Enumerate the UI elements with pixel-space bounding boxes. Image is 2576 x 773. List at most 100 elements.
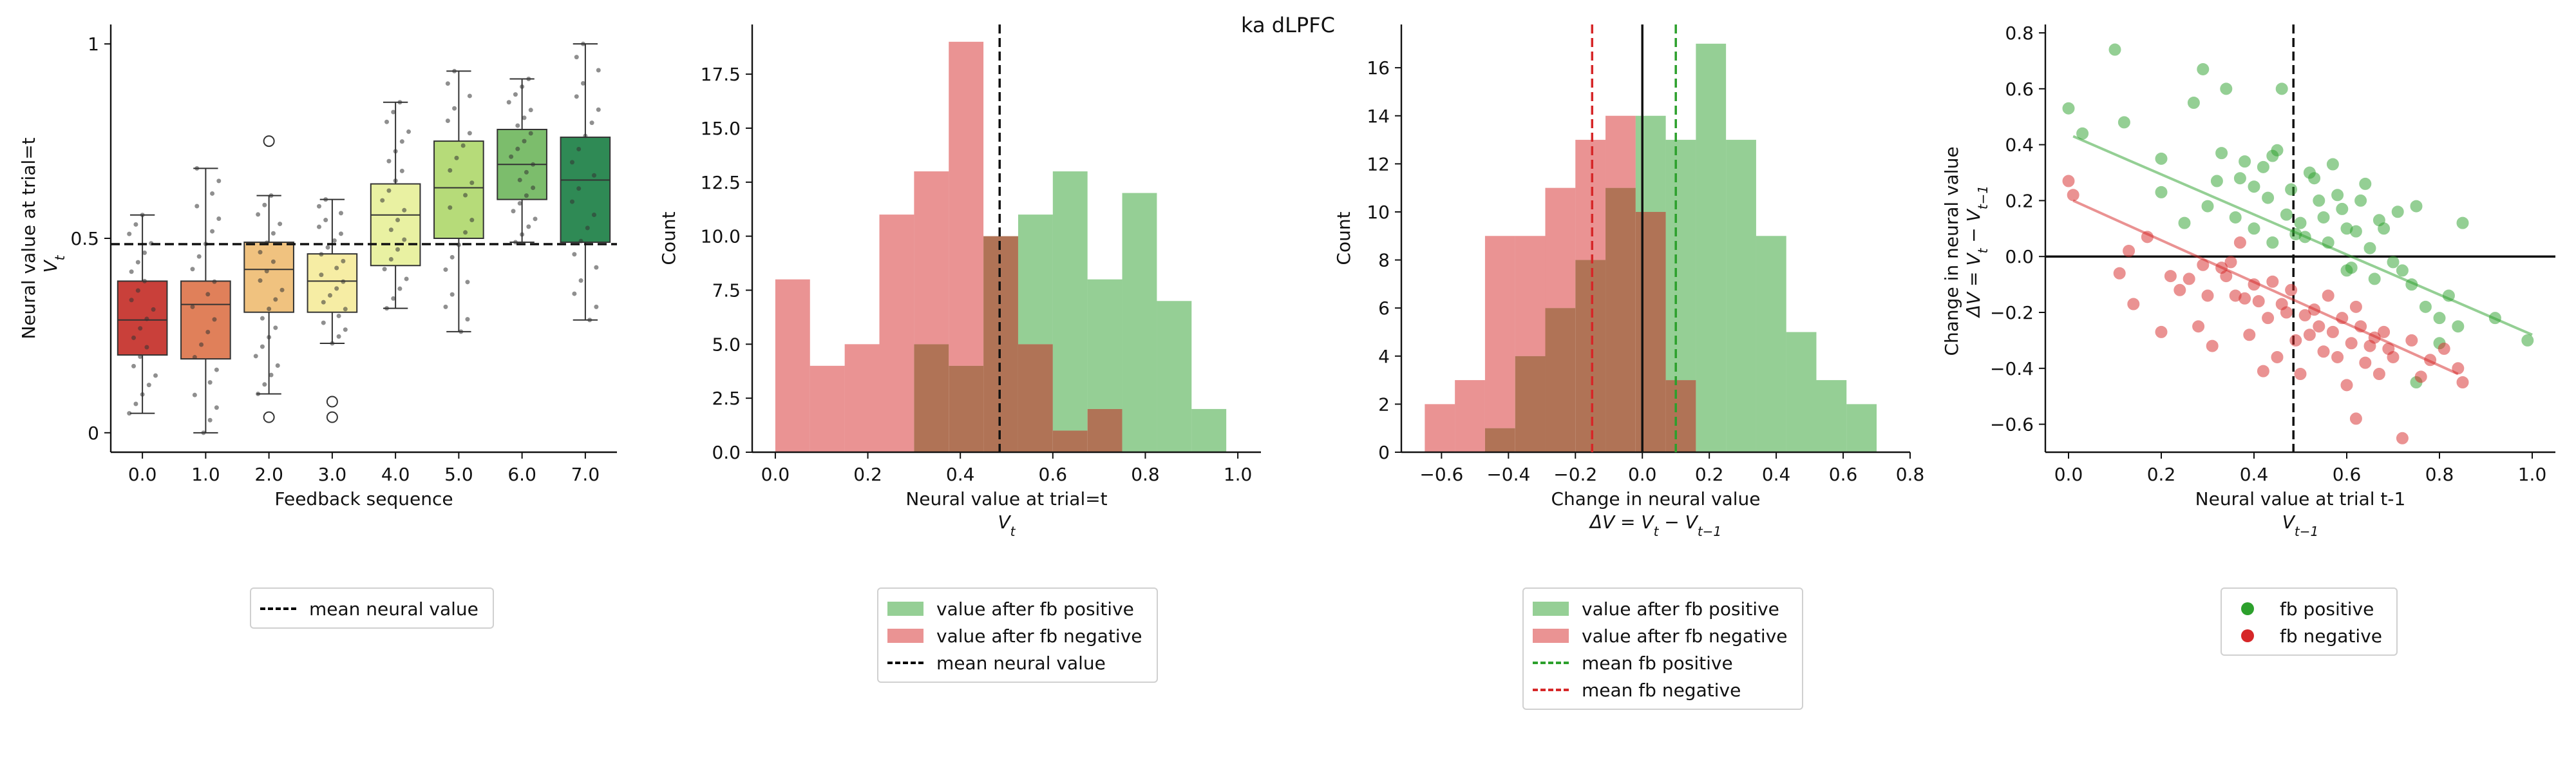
- legend-item-mean-positive: mean fb positive: [1533, 649, 1788, 676]
- x-tick-label: 6.0: [507, 464, 536, 485]
- data-point: [450, 292, 455, 297]
- outlier: [326, 411, 338, 423]
- data-point: [264, 269, 269, 274]
- y-axis-label: Count: [1333, 211, 1354, 265]
- overlap-bar: [1605, 187, 1636, 452]
- overlap-bar: [1665, 380, 1696, 452]
- data-point: [463, 230, 468, 235]
- data-point: [279, 287, 285, 292]
- data-point: [260, 316, 265, 321]
- positive-point: [2308, 172, 2321, 185]
- data-point: [467, 131, 472, 136]
- data-point: [506, 100, 511, 105]
- negative-point: [2206, 339, 2219, 352]
- data-point: [338, 211, 343, 216]
- data-point: [576, 146, 582, 151]
- data-point: [520, 232, 525, 237]
- data-point: [578, 278, 583, 283]
- value-histogram-legend: value after fb positive value after fb n…: [877, 587, 1158, 683]
- data-point: [140, 213, 145, 218]
- positive-point: [2354, 194, 2367, 207]
- data-point: [515, 123, 520, 128]
- y-axis-label-math: Vt: [40, 254, 68, 272]
- data-point: [448, 205, 453, 210]
- overlap-bar: [914, 344, 949, 452]
- y-tick-label: 10.0: [701, 226, 741, 247]
- data-point: [382, 267, 387, 272]
- positive-point: [2521, 334, 2534, 347]
- data-point: [196, 254, 202, 259]
- positive-point: [2248, 180, 2260, 193]
- data-point: [316, 224, 321, 229]
- negative-point: [2280, 306, 2293, 319]
- positive-point: [2326, 158, 2339, 171]
- data-point: [127, 231, 132, 236]
- data-point: [336, 334, 341, 339]
- y-tick-label: 12.5: [701, 172, 741, 193]
- data-point: [212, 279, 217, 284]
- negative-bar: [1545, 187, 1576, 309]
- positive-point: [2262, 191, 2275, 204]
- data-point: [216, 216, 222, 222]
- data-point: [334, 265, 339, 271]
- x-axis-label-math: ΔV = Vt − Vt−1: [1589, 511, 1721, 539]
- data-point: [528, 131, 533, 136]
- data-point: [465, 317, 470, 322]
- data-point: [321, 300, 326, 305]
- negative-point: [2224, 256, 2237, 269]
- box: [433, 140, 484, 239]
- x-axis-label: Neural value at trial=t: [905, 488, 1107, 510]
- data-point: [323, 197, 328, 202]
- negative-point: [2317, 345, 2330, 358]
- y-axis-label-math: ΔV = Vt − Vt−1: [1963, 186, 1991, 318]
- data-point: [205, 329, 211, 334]
- y-tick-label: 4: [1378, 346, 1390, 367]
- positive-point: [2336, 202, 2349, 215]
- data-point: [531, 162, 536, 167]
- negative-point: [2322, 289, 2334, 302]
- data-point: [399, 139, 404, 144]
- data-point: [270, 231, 276, 236]
- data-point: [138, 326, 143, 331]
- y-tick-label: 0: [1378, 442, 1390, 463]
- negative-point: [2123, 245, 2136, 258]
- data-point: [569, 199, 574, 204]
- data-point: [406, 129, 412, 134]
- negative-point: [2331, 350, 2344, 363]
- legend-label: fb negative: [2280, 625, 2382, 647]
- negative-bar: [844, 344, 880, 452]
- data-point: [258, 250, 263, 255]
- positive-point: [2239, 155, 2251, 168]
- data-point: [142, 250, 147, 255]
- negative-bar: [1575, 140, 1606, 260]
- y-axis-label: Neural value at trial=t: [18, 137, 39, 339]
- data-point: [513, 92, 518, 97]
- negative-point: [2155, 325, 2168, 338]
- y-tick-label: 0: [88, 423, 99, 444]
- data-point: [578, 238, 583, 243]
- data-point: [517, 177, 522, 182]
- box: [117, 280, 168, 356]
- data-point: [256, 212, 261, 217]
- data-point: [207, 380, 213, 385]
- x-tick-label: 7.0: [571, 464, 600, 485]
- data-point: [574, 55, 579, 60]
- positive-bar: [1816, 380, 1847, 452]
- green-dashed-swatch: [1533, 662, 1569, 664]
- data-point: [469, 180, 475, 186]
- positive-point: [2229, 211, 2242, 224]
- negative-point: [2183, 272, 2195, 285]
- legend-label: mean fb negative: [1582, 679, 1741, 701]
- data-point: [580, 41, 585, 46]
- data-point: [445, 81, 450, 86]
- data-point: [327, 293, 332, 298]
- positive-bar: [1018, 215, 1053, 345]
- data-point: [448, 168, 453, 173]
- positive-bar: [1635, 115, 1666, 212]
- x-tick-label: 1.0: [1224, 464, 1253, 485]
- data-point: [131, 363, 137, 368]
- box: [307, 253, 358, 313]
- data-point: [522, 115, 527, 120]
- positive-point: [2285, 183, 2298, 196]
- negative-point: [2414, 370, 2427, 383]
